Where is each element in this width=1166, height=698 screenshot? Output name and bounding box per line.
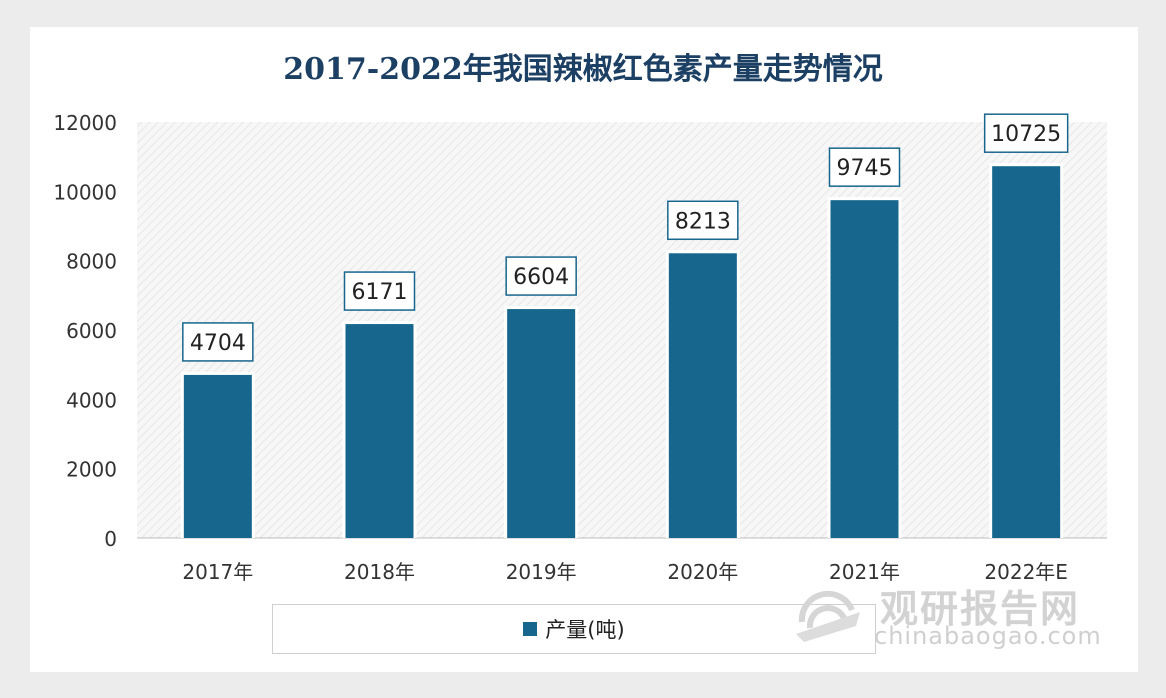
data-label-box — [182, 322, 254, 362]
y-tick-label: 4000 — [66, 388, 117, 412]
watermark-en-text: chinabaogao.com — [874, 622, 1102, 650]
data-label-box — [828, 147, 901, 187]
data-label: 4704 — [190, 331, 246, 356]
y-tick-label: 2000 — [66, 458, 117, 482]
data-label: 9745 — [837, 156, 893, 181]
x-tick-label: 2018年 — [344, 560, 415, 584]
data-label-box — [667, 200, 739, 241]
bar — [345, 324, 414, 538]
bar — [507, 309, 576, 538]
plot-area — [137, 122, 1107, 538]
y-tick-label: 12000 — [53, 111, 117, 135]
data-label: 8213 — [675, 209, 731, 234]
watermark-logo-icon — [796, 590, 860, 642]
data-label: 6171 — [352, 280, 408, 305]
y-tick-label: 10000 — [53, 180, 117, 204]
watermark-cn-text: 观研报告网 — [880, 587, 1081, 631]
y-tick-label: 6000 — [66, 319, 117, 343]
data-label-box — [343, 271, 416, 311]
bar — [992, 166, 1061, 538]
x-axis: 2017年 2018年 2019年 2020年 2021年 2022年E — [137, 537, 1107, 584]
y-tick-label: 0 — [104, 527, 117, 551]
legend: 产量(吨) — [272, 604, 876, 654]
chart-title: 2017-2022年我国辣椒红色素产量走势情况 — [283, 52, 883, 87]
bar — [830, 200, 899, 538]
x-tick-label: 2017年 — [182, 560, 253, 584]
watermark: 观研报告网 chinabaogao.com — [790, 578, 1110, 658]
legend-swatch — [523, 622, 538, 636]
bar — [668, 253, 737, 539]
bars-group — [180, 163, 1064, 539]
x-tick-label: 2019年 — [506, 560, 577, 584]
bar — [183, 374, 252, 538]
y-axis: 0 2000 4000 6000 8000 10000 12000 — [53, 111, 117, 551]
data-labels-group: 4704 6171 6604 8213 9745 10725 — [182, 113, 1069, 362]
x-tick-label: 2021年 — [829, 560, 900, 584]
x-tick-label: 2020年 — [667, 560, 738, 584]
y-tick-label: 8000 — [66, 250, 117, 274]
legend-label: 产量(吨) — [545, 618, 625, 642]
data-label: 6604 — [513, 265, 569, 290]
data-label-box — [505, 256, 577, 296]
x-tick-label: 2022年E — [984, 560, 1068, 584]
data-label-box — [983, 113, 1069, 153]
data-label: 10725 — [991, 122, 1061, 147]
